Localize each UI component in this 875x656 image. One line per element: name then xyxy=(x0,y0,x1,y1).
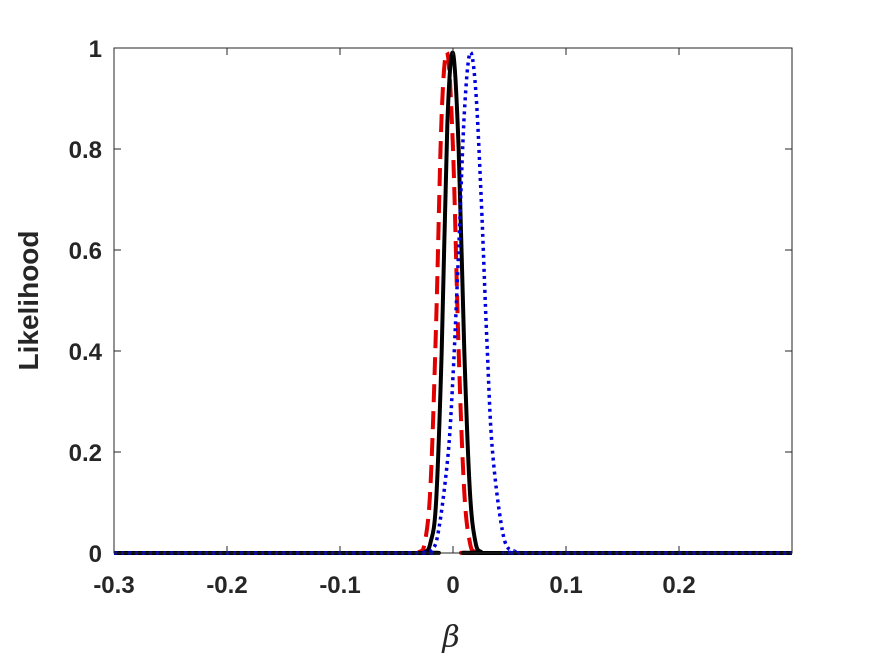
y-tick-label: 0.4 xyxy=(69,339,103,366)
x-tick-label: -0.3 xyxy=(93,572,134,599)
x-tick-label: 0 xyxy=(446,572,459,599)
x-tick-label: 0.2 xyxy=(662,572,695,599)
y-tick-label: 1 xyxy=(89,36,102,63)
y-axis-label: Likelihood xyxy=(13,231,44,371)
x-tick-label: -0.1 xyxy=(319,572,360,599)
plot-area xyxy=(114,48,792,553)
ticks-layer xyxy=(113,47,792,554)
y-tick-label: 0 xyxy=(89,541,102,568)
y-tick-label: 0.6 xyxy=(69,238,102,265)
x-tick-label: 0.1 xyxy=(549,572,582,599)
y-tick-label: 0.8 xyxy=(69,137,102,164)
x-axis-label: β xyxy=(441,620,459,655)
tick-labels: -0.3 -0.2 -0.1 0 0.1 0.2 0 0.2 0.4 0.6 0.8 1 xyxy=(69,36,696,599)
y-tick-label: 0.2 xyxy=(69,440,102,467)
x-tick-label: -0.2 xyxy=(206,572,247,599)
